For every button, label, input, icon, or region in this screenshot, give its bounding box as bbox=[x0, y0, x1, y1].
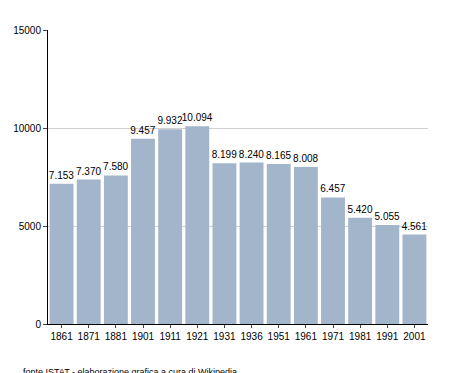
svg-text:10000: 10000 bbox=[13, 123, 41, 134]
svg-text:1936: 1936 bbox=[240, 331, 263, 342]
svg-text:1991: 1991 bbox=[376, 331, 399, 342]
svg-text:7.370: 7.370 bbox=[76, 166, 101, 177]
svg-text:1951: 1951 bbox=[268, 331, 291, 342]
svg-text:1981: 1981 bbox=[349, 331, 372, 342]
svg-text:8.165: 8.165 bbox=[266, 150, 291, 161]
svg-text:7.580: 7.580 bbox=[103, 161, 128, 172]
svg-text:5.420: 5.420 bbox=[347, 204, 372, 215]
svg-text:1921: 1921 bbox=[186, 331, 209, 342]
svg-text:1901: 1901 bbox=[132, 331, 155, 342]
svg-text:6.457: 6.457 bbox=[320, 183, 345, 194]
svg-text:4.561: 4.561 bbox=[402, 221, 427, 232]
svg-text:1971: 1971 bbox=[322, 331, 345, 342]
svg-text:1931: 1931 bbox=[213, 331, 236, 342]
svg-text:0: 0 bbox=[35, 319, 41, 330]
svg-text:5.055: 5.055 bbox=[375, 211, 400, 222]
svg-text:2001: 2001 bbox=[403, 331, 426, 342]
svg-text:9.457: 9.457 bbox=[130, 125, 155, 136]
svg-text:5000: 5000 bbox=[19, 221, 42, 232]
svg-text:10.094: 10.094 bbox=[182, 112, 213, 123]
svg-text:9.932: 9.932 bbox=[157, 115, 182, 126]
svg-text:8.240: 8.240 bbox=[239, 149, 264, 160]
svg-text:8.008: 8.008 bbox=[293, 153, 318, 164]
svg-text:fonte ISTAT - elaborazione gra: fonte ISTAT - elaborazione grafica a cur… bbox=[23, 367, 237, 373]
svg-text:7.153: 7.153 bbox=[49, 170, 74, 181]
svg-text:15000: 15000 bbox=[13, 25, 41, 36]
svg-text:1881: 1881 bbox=[105, 331, 128, 342]
svg-text:1861: 1861 bbox=[50, 331, 73, 342]
svg-text:8.199: 8.199 bbox=[212, 149, 237, 160]
svg-text:1961: 1961 bbox=[295, 331, 318, 342]
svg-text:1871: 1871 bbox=[78, 331, 101, 342]
svg-text:1911: 1911 bbox=[159, 331, 181, 342]
